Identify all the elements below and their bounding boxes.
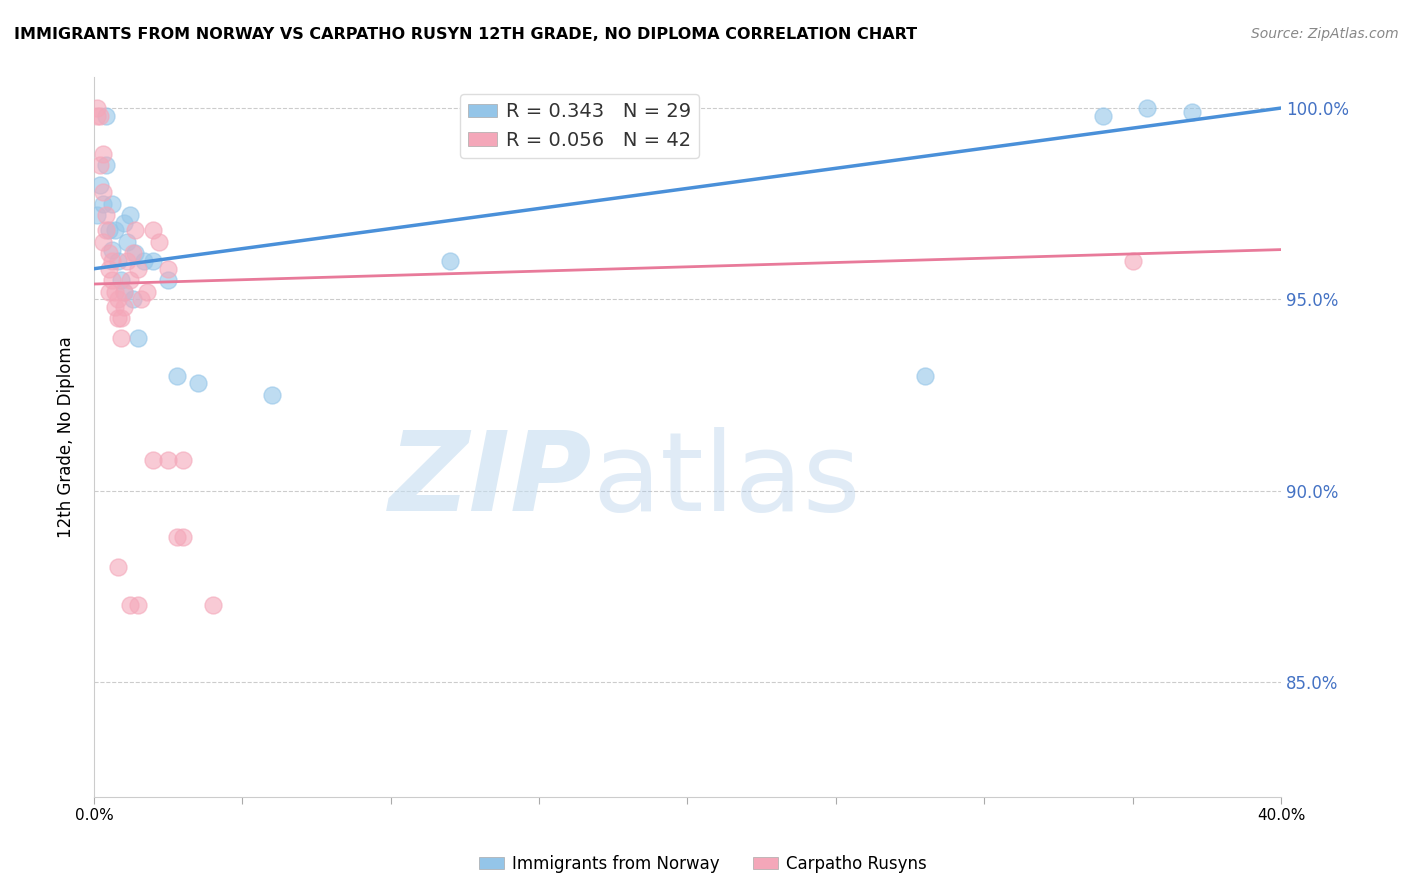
Point [100, 243, 122, 257]
Text: IMMIGRANTS FROM NORWAY VS CARPATHO RUSYN 12TH GRADE, NO DIPLOMA CORRELATION CHAR: IMMIGRANTS FROM NORWAY VS CARPATHO RUSYN… [14, 27, 917, 42]
Point [124, 223, 146, 237]
Point [1181, 104, 1204, 119]
Point [89, 109, 111, 123]
Point [107, 254, 129, 268]
Point [118, 208, 141, 222]
Point [94, 223, 117, 237]
Point [1122, 254, 1144, 268]
Point [124, 246, 146, 260]
Point [89, 178, 111, 192]
Point [86, 208, 108, 222]
Point [187, 376, 209, 391]
Point [127, 261, 149, 276]
Point [121, 246, 143, 260]
Point [1136, 101, 1159, 115]
Point [115, 254, 138, 268]
Point [118, 599, 141, 613]
Point [118, 273, 141, 287]
Point [100, 273, 122, 287]
Text: Source: ZipAtlas.com: Source: ZipAtlas.com [1251, 27, 1399, 41]
Point [97, 261, 120, 276]
Point [94, 109, 117, 123]
Point [97, 246, 120, 260]
Point [134, 254, 156, 268]
Point [148, 235, 170, 249]
Point [97, 285, 120, 299]
Point [112, 285, 135, 299]
Point [107, 293, 129, 307]
Point [142, 223, 165, 237]
Point [439, 254, 461, 268]
Legend: R = 0.343   N = 29, R = 0.056   N = 42: R = 0.343 N = 29, R = 0.056 N = 42 [460, 95, 699, 158]
Point [166, 529, 188, 543]
Point [104, 285, 127, 299]
Point [157, 453, 180, 467]
Point [115, 235, 138, 249]
Point [914, 368, 936, 383]
Point [86, 109, 108, 123]
Point [110, 330, 132, 344]
Y-axis label: 12th Grade, No Diploma: 12th Grade, No Diploma [58, 336, 75, 538]
Point [142, 254, 165, 268]
Point [1091, 109, 1114, 123]
Point [127, 330, 149, 344]
Point [86, 101, 108, 115]
Point [157, 261, 180, 276]
Point [136, 285, 159, 299]
Point [91, 235, 114, 249]
Point [121, 293, 143, 307]
Point [107, 311, 129, 326]
Point [100, 196, 122, 211]
Text: atlas: atlas [592, 426, 860, 533]
Point [104, 300, 127, 314]
Point [91, 196, 114, 211]
Point [112, 300, 135, 314]
Point [157, 273, 180, 287]
Point [97, 223, 120, 237]
Point [260, 388, 283, 402]
Point [94, 158, 117, 172]
Point [91, 185, 114, 199]
Point [127, 599, 149, 613]
Point [107, 560, 129, 574]
Legend: Immigrants from Norway, Carpatho Rusyns: Immigrants from Norway, Carpatho Rusyns [472, 848, 934, 880]
Point [172, 529, 194, 543]
Text: ZIP: ZIP [389, 426, 592, 533]
Point [172, 453, 194, 467]
Point [131, 293, 153, 307]
Point [112, 216, 135, 230]
Point [112, 285, 135, 299]
Point [94, 208, 117, 222]
Point [100, 254, 122, 268]
Point [91, 147, 114, 161]
Point [104, 223, 127, 237]
Point [110, 311, 132, 326]
Point [166, 368, 188, 383]
Point [201, 599, 224, 613]
Point [142, 453, 165, 467]
Point [89, 158, 111, 172]
Point [110, 273, 132, 287]
